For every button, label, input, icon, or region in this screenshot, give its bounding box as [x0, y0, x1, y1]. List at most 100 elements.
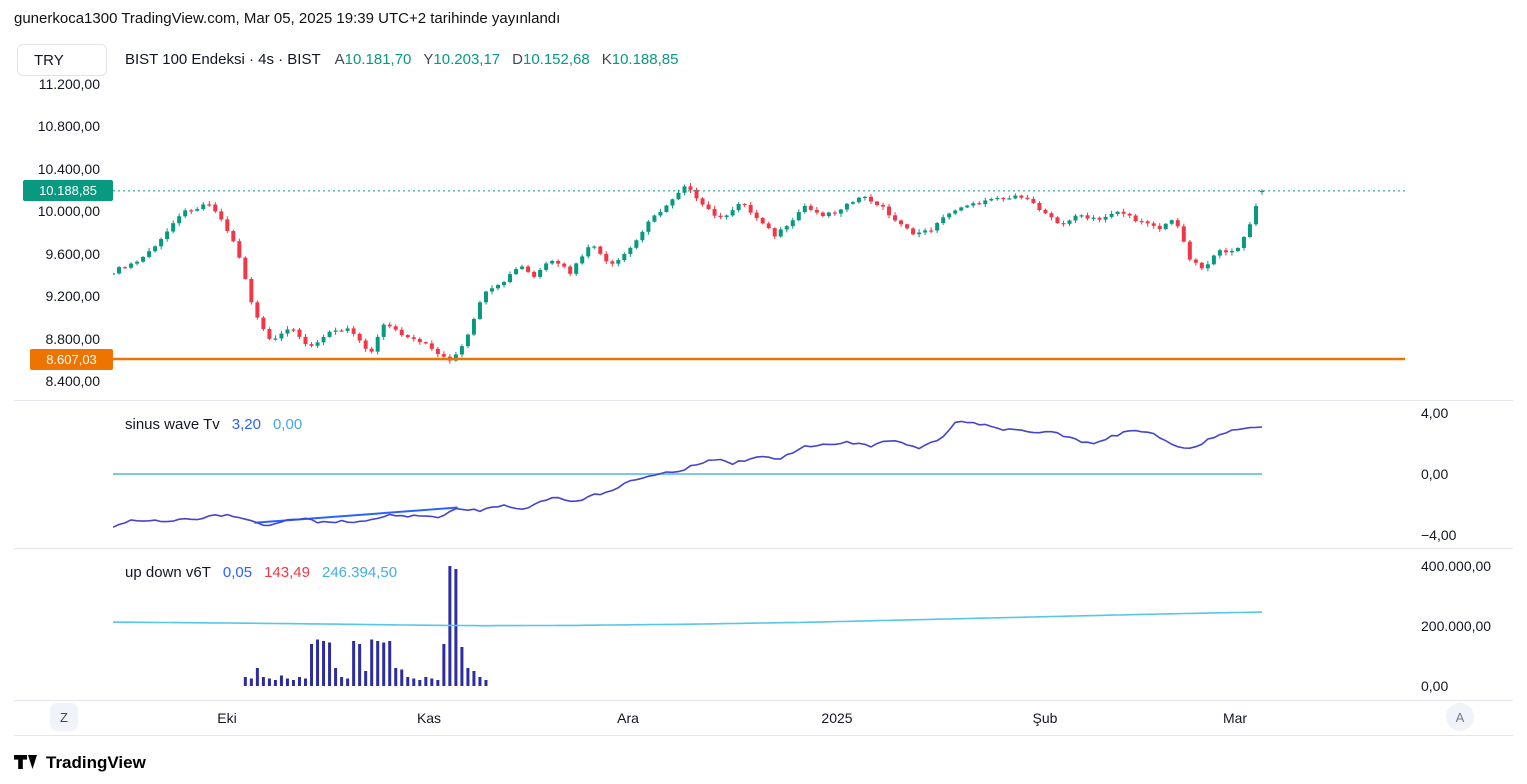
candle: [1121, 211, 1126, 214]
volume-bar: [364, 671, 368, 686]
currency-button[interactable]: TRY: [17, 44, 107, 76]
time-axis-label: Şub: [1032, 710, 1058, 726]
candle: [1013, 195, 1018, 199]
time-axis-label: Kas: [416, 710, 442, 726]
candle: [604, 253, 609, 262]
updown-indicator-title[interactable]: up down v6T: [125, 564, 211, 581]
price-axis[interactable]: 11.200,00 10.800,00 10.400,00 10.000,00 9.60…: [0, 75, 104, 400]
candle: [459, 346, 464, 355]
time-axis-label: 2025: [821, 710, 853, 726]
candle: [556, 260, 561, 264]
candle: [1043, 210, 1048, 214]
candle: [417, 338, 422, 343]
candlestick-chart[interactable]: [113, 78, 1405, 400]
brand-name[interactable]: TradingView: [46, 753, 146, 772]
candle: [1097, 217, 1102, 220]
ohlc-item: A10.181,70: [335, 51, 412, 68]
sinus-wave-chart[interactable]: [113, 401, 1405, 548]
level-price-badge: 8.607,03: [30, 348, 113, 370]
candle: [760, 218, 765, 224]
candle: [453, 354, 458, 361]
panel-separator: [14, 400, 1513, 401]
volume-chart[interactable]: [113, 549, 1405, 699]
candle: [784, 226, 789, 230]
candle: [1085, 215, 1090, 219]
timezone-button[interactable]: Z: [50, 703, 78, 731]
candle: [622, 253, 627, 261]
candle: [411, 337, 416, 339]
candle: [724, 215, 729, 218]
candle: [1223, 250, 1228, 253]
candle: [357, 333, 362, 341]
sinus-value: 0,00: [272, 416, 303, 433]
candle: [808, 205, 813, 210]
updown-values: 0,05 143,49 246.394,50: [223, 564, 397, 581]
symbol-title[interactable]: BIST 100 Endeksi · 4s · BIST: [125, 51, 321, 68]
volume-axis-label: 0,00: [1421, 678, 1449, 694]
candle: [742, 203, 747, 206]
candle: [947, 213, 952, 218]
candle: [1103, 216, 1108, 220]
candle: [1181, 226, 1186, 242]
candle: [646, 221, 651, 232]
sinus-axis-label: 0,00: [1421, 466, 1449, 482]
candle: [177, 216, 182, 224]
volume-bar: [358, 644, 362, 686]
candle: [399, 329, 404, 336]
candle: [508, 274, 513, 283]
candle: [905, 224, 910, 229]
candle: [333, 330, 338, 332]
candle: [219, 211, 224, 220]
candle: [465, 334, 470, 347]
sinus-indicator-title[interactable]: sinus wave Tv: [125, 416, 220, 433]
time-axis-label: Ara: [617, 710, 639, 726]
auto-scale-button[interactable]: A: [1446, 703, 1474, 731]
candle: [1157, 225, 1162, 230]
candle: [1253, 206, 1258, 225]
candle: [279, 333, 284, 339]
candle: [159, 239, 164, 247]
volume-bar: [436, 680, 440, 686]
candle: [243, 257, 248, 279]
volume-bar: [460, 647, 464, 686]
ohlc-field-value: 10.181,70: [344, 51, 412, 68]
candle: [1229, 250, 1234, 253]
candle: [123, 267, 128, 269]
candle: [754, 212, 759, 219]
candle: [471, 318, 476, 335]
candle: [1151, 223, 1156, 226]
candle: [550, 260, 555, 264]
candle: [405, 335, 410, 338]
volume-bar: [484, 680, 488, 686]
candle: [1187, 241, 1192, 260]
candle: [868, 196, 873, 202]
candle: [929, 230, 934, 232]
time-axis-separator: [14, 700, 1513, 701]
candle: [1037, 202, 1042, 211]
price-tick-label: 11.200,00: [38, 75, 100, 92]
ohlc-field-value: 10.188,85: [611, 51, 679, 68]
candle: [862, 196, 867, 199]
volume-bar: [285, 678, 289, 686]
candle: [694, 189, 699, 199]
candle: [814, 209, 819, 213]
panel-separator: [14, 548, 1513, 549]
candle: [1241, 236, 1246, 248]
ohlc-item: D10.152,68: [512, 51, 590, 68]
volume-bar: [291, 680, 295, 686]
candle: [153, 246, 158, 252]
volume-axis-label: 200.000,00: [1421, 618, 1492, 634]
volume-bar: [370, 639, 374, 686]
candle: [1073, 215, 1078, 221]
candle: [429, 343, 434, 349]
candle: [634, 240, 639, 248]
volume-bar: [478, 677, 482, 686]
candle: [658, 211, 663, 216]
volume-axis-label: 400.000,00: [1421, 558, 1492, 574]
time-axis-label: Mar: [1222, 710, 1248, 726]
candle: [652, 215, 657, 222]
candle: [207, 204, 212, 206]
tradingview-logo-icon[interactable]: [14, 755, 38, 771]
candle: [995, 197, 1000, 200]
